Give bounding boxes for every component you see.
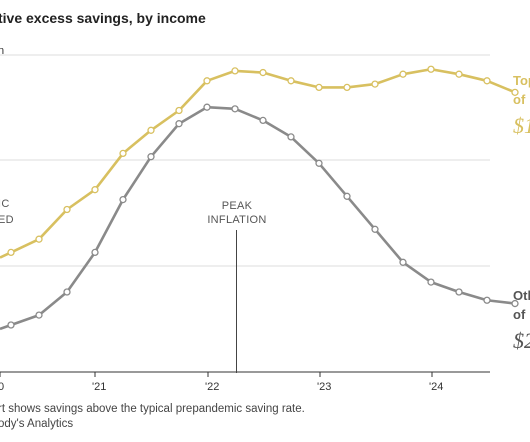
left-annotation-line2: ED (0, 214, 14, 226)
top-series-line (0, 67, 516, 259)
other-series-point (315, 159, 323, 167)
top-series-point (147, 126, 155, 134)
top-series-point (7, 248, 15, 257)
other-series-point (231, 105, 239, 113)
chart-title: tive excess savings, by income (0, 10, 206, 26)
top-series-point (287, 77, 295, 85)
top-series-label-line2: of (513, 92, 526, 107)
x-tick-label: '22 (205, 381, 219, 393)
top-series-point (231, 67, 239, 75)
other-series-point (63, 288, 71, 296)
other-series-point (399, 258, 407, 266)
unit-label: n (0, 45, 4, 57)
top-series-point (35, 235, 43, 243)
top-series-point (371, 80, 379, 88)
peak-annotation-line2: INFLATION (207, 214, 266, 226)
other-series-point (371, 225, 379, 233)
top-series-point (483, 77, 491, 85)
top-series-point (343, 83, 351, 92)
other-series-point (203, 103, 211, 111)
footnote-line1: rt shows savings above the typical prepa… (0, 403, 305, 415)
top-series-point (91, 186, 99, 194)
other-series-point (343, 192, 351, 200)
other-series-point (119, 195, 127, 204)
other-series-label-line1: Oth (513, 288, 530, 303)
other-series-point (287, 133, 295, 141)
other-series-point (511, 299, 519, 308)
x-tick-label: '21 (92, 381, 106, 393)
gridlines (0, 54, 490, 267)
other-series-line (0, 105, 516, 331)
other-series-point (7, 321, 15, 329)
series-layer (0, 65, 519, 331)
other-series-point (483, 296, 491, 304)
top-series-point (315, 83, 323, 92)
top-series-point (259, 68, 267, 77)
top-series-point (175, 106, 183, 115)
other-series-point (147, 153, 155, 161)
left-annotation-line1: IC (0, 198, 10, 210)
other-series-label-line2: of (513, 307, 526, 322)
x-axis: 0 '21 '22 '23 '24 (0, 371, 490, 393)
top-series-point (63, 205, 71, 214)
top-series-point (455, 70, 463, 78)
top-series-point (427, 65, 435, 73)
x-tick-label: '24 (429, 381, 443, 393)
x-tick-label: '23 (317, 381, 331, 393)
other-series-point (91, 248, 99, 257)
top-series-point (399, 70, 407, 78)
top-series-point (203, 77, 211, 85)
peak-annotation-line1: PEAK (222, 200, 253, 212)
footnote-line2: ody's Analytics (0, 418, 73, 430)
top-series-point (511, 88, 519, 96)
other-series-point (175, 120, 183, 128)
other-series-point (35, 311, 43, 319)
other-series-point (455, 288, 463, 296)
top-series-value: $1 (513, 113, 530, 138)
other-series-value: $2 (513, 328, 530, 353)
x-tick-label: 0 (0, 381, 4, 393)
other-series-point (259, 116, 267, 125)
top-series-label-line1: Top (513, 73, 530, 88)
top-series-point (119, 149, 127, 158)
other-series-point (427, 278, 435, 286)
